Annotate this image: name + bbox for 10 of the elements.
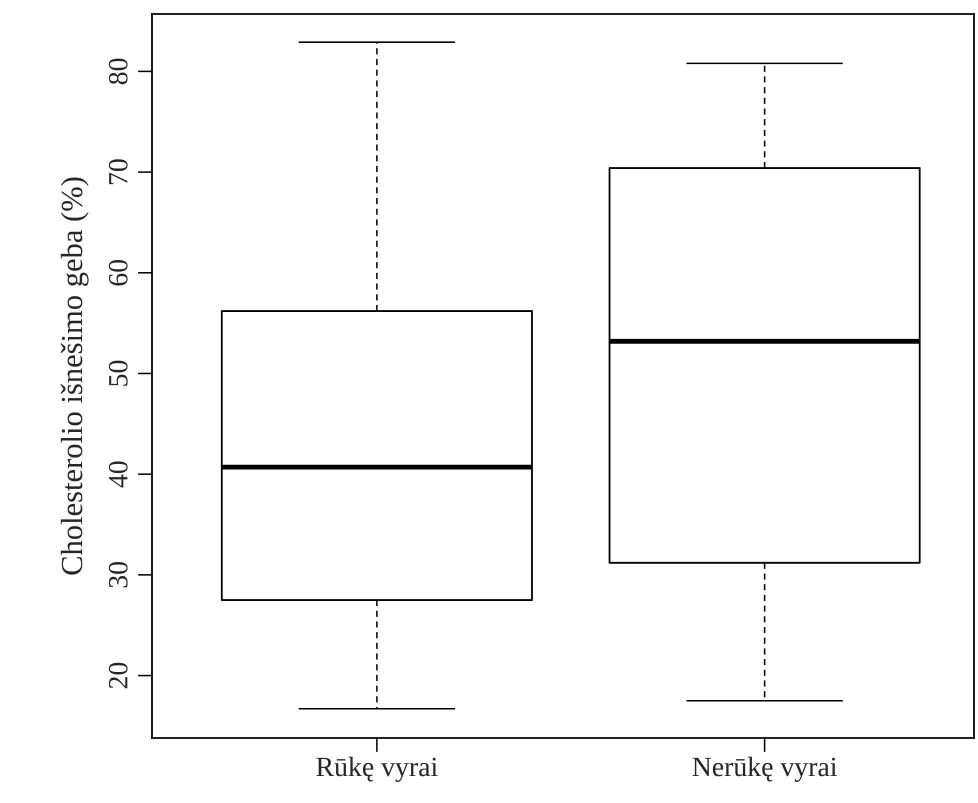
x-tick-label: Rūkę vyrai: [316, 756, 438, 782]
y-tick-label: 30: [108, 562, 128, 588]
y-tick-label: 80: [108, 58, 128, 84]
y-tick-label: 50: [108, 360, 128, 386]
y-tick-label: 60: [108, 260, 128, 286]
y-tick-label: 40: [108, 461, 128, 488]
y-tick-label: 70: [108, 159, 128, 184]
y-axis-title: Cholesterolio išnešimo geba (%): [60, 178, 89, 575]
y-tick-label: 20: [108, 662, 128, 688]
x-tick-label: Nerūkę vyrai: [692, 756, 837, 782]
